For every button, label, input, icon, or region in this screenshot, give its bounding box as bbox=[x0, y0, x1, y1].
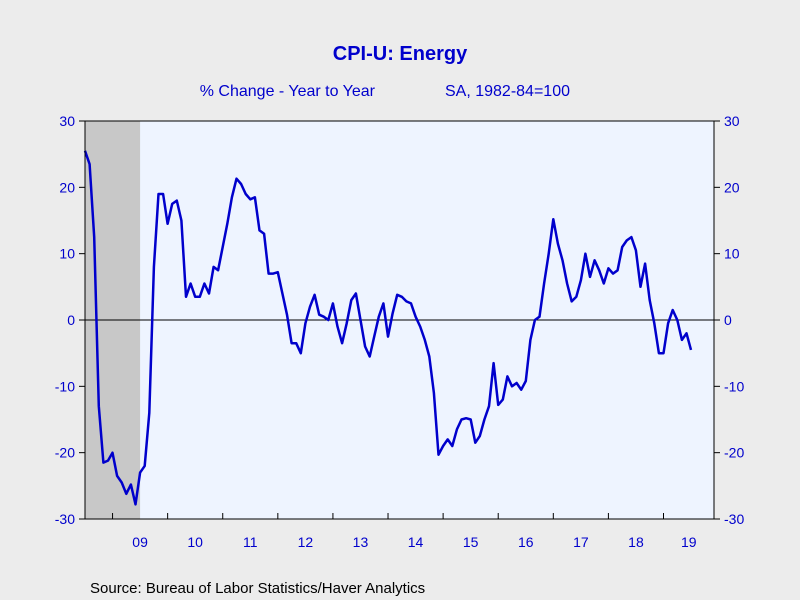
x-tick-label: 17 bbox=[573, 534, 589, 550]
x-tick-label: 15 bbox=[463, 534, 479, 550]
chart-subtitle-right: SA, 1982-84=100 bbox=[445, 83, 570, 100]
x-tick-label: 14 bbox=[408, 534, 424, 550]
axis-ticks-group bbox=[79, 120, 720, 520]
y-tick-label-left: -20 bbox=[55, 445, 75, 461]
chart-title: CPI-U: Energy bbox=[333, 43, 468, 65]
plot-frame bbox=[84, 120, 715, 520]
y-tick-label-right: -20 bbox=[724, 445, 744, 461]
x-tick-label: 13 bbox=[353, 534, 369, 550]
series-group bbox=[83, 150, 693, 506]
y-tick-label-left: -10 bbox=[55, 378, 75, 394]
y-tick-label-left: 30 bbox=[59, 113, 75, 129]
x-tick-label: 16 bbox=[518, 534, 534, 550]
series-line bbox=[83, 150, 693, 506]
x-tick-label: 10 bbox=[187, 534, 203, 550]
y-tick-label-right: 10 bbox=[724, 246, 740, 262]
x-tick-label: 11 bbox=[243, 534, 258, 550]
y-tick-label-right: 0 bbox=[724, 312, 732, 328]
y-tick-label-left: 20 bbox=[59, 179, 75, 195]
x-tick-label: 18 bbox=[628, 534, 644, 550]
y-tick-label-right: 20 bbox=[724, 179, 740, 195]
tick-labels-group: 30 30 20 20 10 10 0 0 -10 -10 -20 -20 -30 -30 09 10 11 12… bbox=[55, 113, 745, 550]
y-tick-label-left: 10 bbox=[59, 246, 75, 262]
y-tick-label-right: 30 bbox=[724, 113, 740, 129]
x-tick-label: 19 bbox=[681, 534, 697, 550]
x-tick-label: 12 bbox=[298, 534, 314, 550]
source-note: Source: Bureau of Labor Statistics/Haver… bbox=[90, 580, 425, 597]
chart-subtitle-left: % Change - Year to Year bbox=[200, 83, 376, 100]
x-tick-label: 09 bbox=[132, 534, 148, 550]
y-tick-label-right: -30 bbox=[724, 511, 744, 527]
y-tick-label-right: -10 bbox=[724, 378, 744, 394]
y-tick-label-left: -30 bbox=[55, 511, 75, 527]
y-tick-label-left: 0 bbox=[67, 312, 75, 328]
